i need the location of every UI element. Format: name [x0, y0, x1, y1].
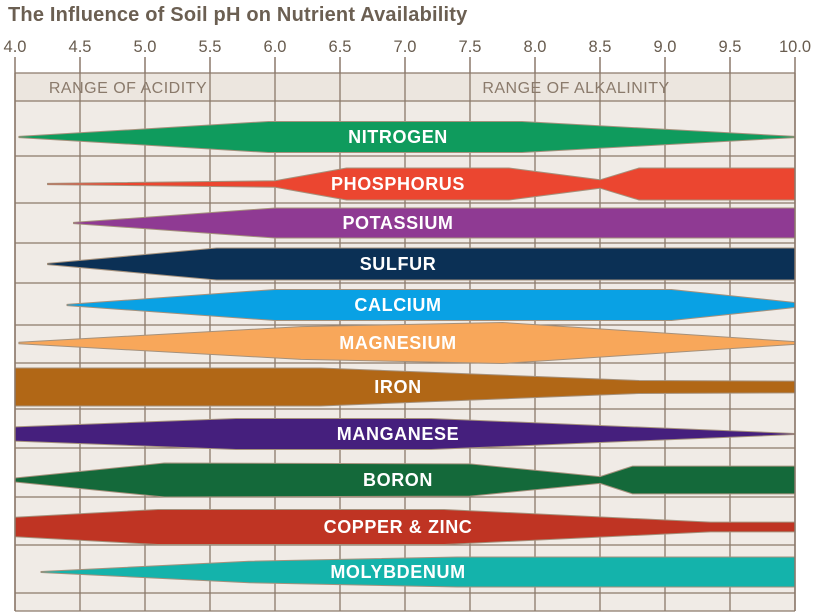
band-label-iron: IRON: [374, 377, 421, 397]
axis-tick-label: 8.0: [524, 38, 547, 56]
band-label-sulfur: SULFUR: [360, 254, 437, 274]
band-label-potassium: POTASSIUM: [342, 213, 453, 233]
axis-tick-label: 6.5: [329, 38, 352, 56]
band-label-molybdenum: MOLYBDENUM: [330, 562, 465, 582]
axis-tick-label: 7.0: [394, 38, 417, 56]
axis-tick-label: 7.5: [459, 38, 482, 56]
axis-tick-label: 4.0: [4, 38, 27, 56]
axis-tick-label: 6.0: [264, 38, 287, 56]
range-of-alkalinity-label: RANGE OF ALKALINITY: [482, 80, 669, 97]
band-label-nitrogen: NITROGEN: [348, 127, 448, 147]
band-label-magnesium: MAGNESIUM: [339, 333, 456, 353]
band-label-phosphorus: PHOSPHORUS: [331, 174, 465, 194]
band-label-manganese: MANGANESE: [337, 424, 459, 444]
band-label-copper-zinc: COPPER & ZINC: [324, 517, 473, 537]
band-label-calcium: CALCIUM: [354, 295, 441, 315]
range-of-acidity-label: RANGE OF ACIDITY: [49, 80, 207, 97]
axis-tick-label: 4.5: [69, 38, 92, 56]
axis-tick-label: 9.0: [654, 38, 677, 56]
axis-tick-label: 8.5: [589, 38, 612, 56]
axis-tick-label: 5.5: [199, 38, 222, 56]
band-label-boron: BORON: [363, 470, 433, 490]
axis-tick-label: 5.0: [134, 38, 157, 56]
page-title: The Influence of Soil pH on Nutrient Ava…: [8, 4, 468, 26]
axis-tick-label: 10.0: [779, 38, 811, 56]
axis-tick-label: 9.5: [719, 38, 742, 56]
